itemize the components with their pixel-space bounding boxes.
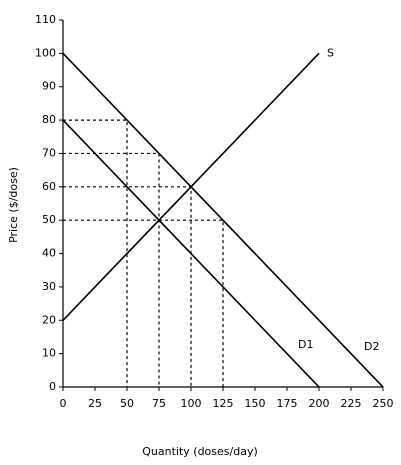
y-tick-label: 20 (42, 313, 56, 326)
series-line (62, 52, 384, 388)
y-tick-label: 30 (42, 280, 56, 293)
x-tick-label: 225 (341, 397, 362, 410)
y-tick-label: 90 (42, 80, 56, 93)
x-tick-label: 125 (213, 397, 234, 410)
y-axis-label: Price ($/dose) (7, 167, 20, 243)
y-tick-label: 50 (42, 213, 56, 226)
guide-line (63, 219, 224, 387)
series-line (62, 119, 320, 388)
x-axis-label: Quantity (doses/day) (142, 445, 258, 458)
series-label: S (327, 46, 334, 59)
x-tick-label: 50 (120, 397, 134, 410)
y-tick-label: 110 (35, 13, 56, 26)
y-tick-label: 40 (42, 247, 56, 260)
x-tick-label: 150 (245, 397, 266, 410)
y-tick-label: 100 (35, 46, 56, 59)
series-label: D2 (364, 340, 379, 353)
x-tick-label: 175 (277, 397, 298, 410)
y-tick-label: 10 (42, 347, 56, 360)
x-tick-label: 100 (181, 397, 202, 410)
x-tick-label: 0 (60, 397, 67, 410)
x-tick-label: 75 (152, 397, 166, 410)
guide-line (63, 119, 128, 387)
y-tick-label: 0 (49, 380, 56, 393)
x-tick-label: 25 (88, 397, 102, 410)
x-tick-label: 200 (309, 397, 330, 410)
y-tick-label: 60 (42, 180, 56, 193)
series-label: D1 (298, 338, 313, 351)
y-tick-label: 70 (42, 146, 56, 159)
x-tick-label: 250 (373, 397, 394, 410)
y-tick-label: 80 (42, 113, 56, 126)
